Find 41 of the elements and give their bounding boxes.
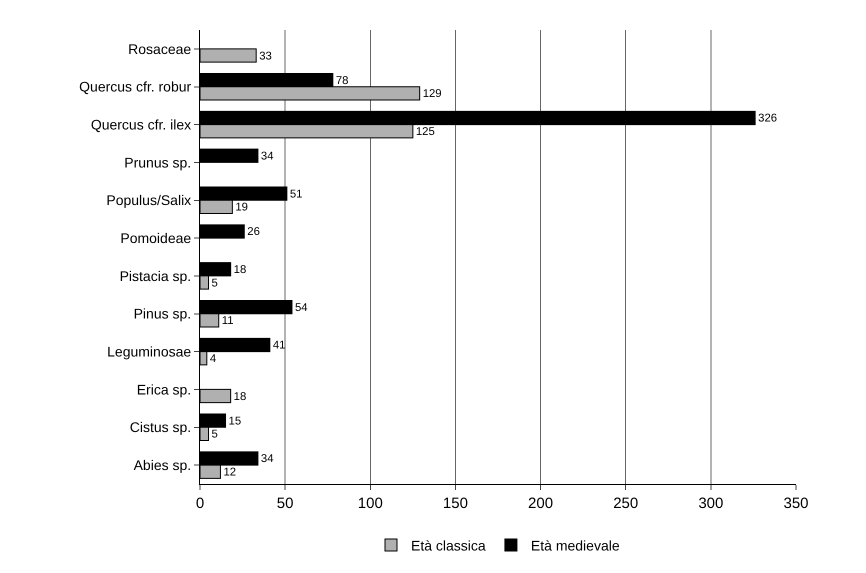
x-tick-label: 100 — [358, 495, 383, 512]
data-label: 12 — [223, 466, 236, 478]
y-tick-label: Populus/Salix — [106, 192, 192, 208]
y-tick-label: Cistus sp. — [130, 419, 192, 436]
data-label: 129 — [422, 88, 442, 100]
x-tick-label: 50 — [276, 495, 294, 512]
data-label: 125 — [416, 126, 435, 138]
data-label: 5 — [212, 428, 218, 441]
y-tick-label: Abies sp. — [134, 456, 192, 473]
data-label: 19 — [235, 202, 248, 214]
y-tick-label: Pistacia sp. — [120, 268, 192, 284]
y-tick-label: Pinus sp. — [134, 306, 192, 322]
data-label: 18 — [234, 390, 246, 403]
data-label: 326 — [758, 112, 778, 125]
data-label: 51 — [290, 188, 302, 200]
x-tick-label: 200 — [528, 495, 554, 512]
y-tick-label: Quercus cfr. ilex — [90, 116, 192, 132]
data-label: 34 — [260, 150, 274, 163]
x-tick-label: 150 — [442, 495, 468, 512]
data-label: 26 — [247, 226, 260, 238]
x-tick-label: 300 — [698, 495, 724, 512]
data-label: 18 — [234, 264, 246, 276]
y-tick-label: Leguminosae — [107, 343, 192, 360]
y-tick-label: Erica sp. — [136, 381, 192, 398]
x-tick-label: 250 — [613, 495, 638, 512]
y-tick-label: Prunus sp. — [124, 154, 192, 170]
legend-label: Età classica — [411, 537, 486, 554]
data-label: 33 — [259, 50, 272, 62]
data-label: 15 — [228, 415, 242, 428]
data-label: 54 — [294, 302, 308, 314]
data-label: 11 — [222, 315, 234, 328]
data-label: 78 — [336, 74, 348, 87]
data-label: 4 — [210, 352, 216, 365]
x-tick-label: 350 — [783, 495, 809, 512]
y-tick-label: Pomoideae — [120, 230, 192, 246]
legend-label: Età medievale — [530, 537, 620, 554]
x-tick-label: 0 — [196, 495, 204, 512]
data-label: 34 — [260, 453, 274, 466]
y-tick-label: Rosaceae — [128, 40, 192, 57]
data-label: 5 — [212, 277, 218, 290]
y-tick-label: Quercus cfr. robur — [79, 78, 192, 95]
